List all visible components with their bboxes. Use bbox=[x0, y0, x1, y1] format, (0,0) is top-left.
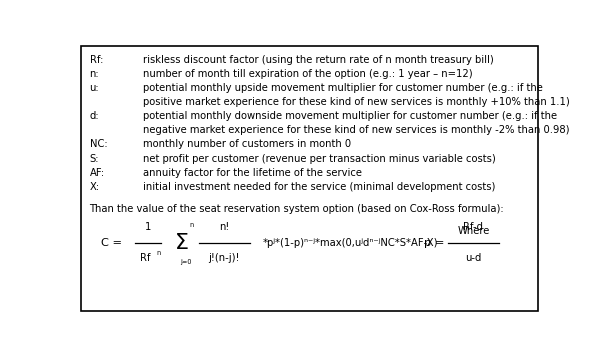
Text: annuity factor for the lifetime of the service: annuity factor for the lifetime of the s… bbox=[143, 168, 362, 178]
Text: NC:: NC: bbox=[89, 139, 107, 149]
Text: potential monthly upside movement multiplier for customer number (e.g.: if the: potential monthly upside movement multip… bbox=[143, 83, 543, 93]
Text: Where: Where bbox=[457, 226, 490, 235]
Text: *pʲ*(1-p)ⁿ⁻ʲ*max(0,uʲdⁿ⁻ʲNC*S*AF-X): *pʲ*(1-p)ⁿ⁻ʲ*max(0,uʲdⁿ⁻ʲNC*S*AF-X) bbox=[263, 238, 439, 247]
Text: n: n bbox=[156, 250, 161, 256]
Text: riskless discount factor (using the return rate of n month treasury bill): riskless discount factor (using the retu… bbox=[143, 55, 494, 65]
Text: Than the value of the seat reservation system option (based on Cox-Ross formula): Than the value of the seat reservation s… bbox=[89, 204, 504, 214]
Text: positive market experience for these kind of new services is monthly +10% than 1: positive market experience for these kin… bbox=[143, 97, 570, 107]
Text: C =: C = bbox=[101, 238, 122, 247]
FancyBboxPatch shape bbox=[81, 46, 538, 311]
Text: n!: n! bbox=[219, 222, 230, 232]
Text: potential monthly downside movement multiplier for customer number (e.g.: if the: potential monthly downside movement mult… bbox=[143, 111, 557, 121]
Text: p =: p = bbox=[424, 238, 445, 247]
Text: negative market experience for these kind of new services is monthly -2% than 0.: negative market experience for these kin… bbox=[143, 125, 570, 135]
Text: X:: X: bbox=[89, 182, 100, 192]
Text: Rf: Rf bbox=[141, 253, 151, 263]
Text: net profit per customer (revenue per transaction minus variable costs): net profit per customer (revenue per tra… bbox=[143, 154, 496, 163]
Text: n: n bbox=[190, 222, 194, 228]
Text: 1: 1 bbox=[145, 222, 151, 232]
Text: Rf:: Rf: bbox=[89, 55, 103, 65]
Text: j=0: j=0 bbox=[180, 259, 191, 265]
Text: d:: d: bbox=[89, 111, 99, 121]
Text: Σ: Σ bbox=[175, 233, 189, 253]
Text: S:: S: bbox=[89, 154, 99, 163]
Text: j!(n-j)!: j!(n-j)! bbox=[208, 253, 240, 263]
Text: u-d: u-d bbox=[465, 253, 481, 263]
Text: Rf-d: Rf-d bbox=[463, 222, 483, 232]
Text: n:: n: bbox=[89, 69, 99, 79]
Text: u:: u: bbox=[89, 83, 99, 93]
Text: monthly number of customers in month 0: monthly number of customers in month 0 bbox=[143, 139, 352, 149]
Text: number of month till expiration of the option (e.g.: 1 year – n=12): number of month till expiration of the o… bbox=[143, 69, 473, 79]
Text: AF:: AF: bbox=[89, 168, 104, 178]
Text: initial investment needed for the service (minimal development costs): initial investment needed for the servic… bbox=[143, 182, 496, 192]
